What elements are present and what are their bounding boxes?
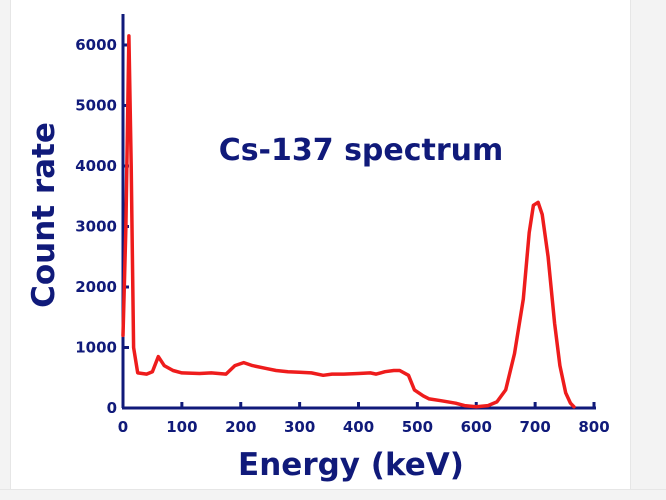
y-axis-label: Count rate	[26, 122, 62, 308]
x-ticks: 0 100 200 300 400 500 600 700 800	[118, 402, 610, 436]
series-layer	[121, 34, 576, 409]
chart-title: Cs-137 spectrum	[219, 133, 504, 168]
x-tick-label: 200	[225, 418, 256, 436]
window-edge-bottom	[0, 489, 666, 500]
window-edge-left	[0, 0, 11, 500]
x-tick-label: 300	[284, 418, 315, 436]
y-tick-label: 2000	[75, 278, 117, 296]
y-tick-label: 0	[107, 399, 117, 417]
x-tick-label: 500	[402, 418, 433, 436]
x-tick-label: 100	[166, 418, 197, 436]
window-edge-right	[630, 0, 666, 500]
spectrum-line	[121, 34, 576, 409]
x-tick-label: 800	[578, 418, 609, 436]
x-tick-label: 600	[461, 418, 492, 436]
y-tick-label: 1000	[75, 339, 117, 357]
y-ticks: 0 1000 2000 3000 4000 5000 6000	[75, 36, 129, 417]
x-tick-label: 700	[519, 418, 550, 436]
x-axis-label: Energy (keV)	[238, 447, 464, 483]
x-tick-label: 400	[343, 418, 374, 436]
y-tick-label: 5000	[75, 97, 117, 115]
axes	[121, 14, 596, 410]
y-tick-label: 6000	[75, 36, 117, 54]
y-tick-label: 4000	[75, 157, 117, 175]
y-tick-label: 3000	[75, 218, 117, 236]
x-tick-label: 0	[118, 418, 128, 436]
